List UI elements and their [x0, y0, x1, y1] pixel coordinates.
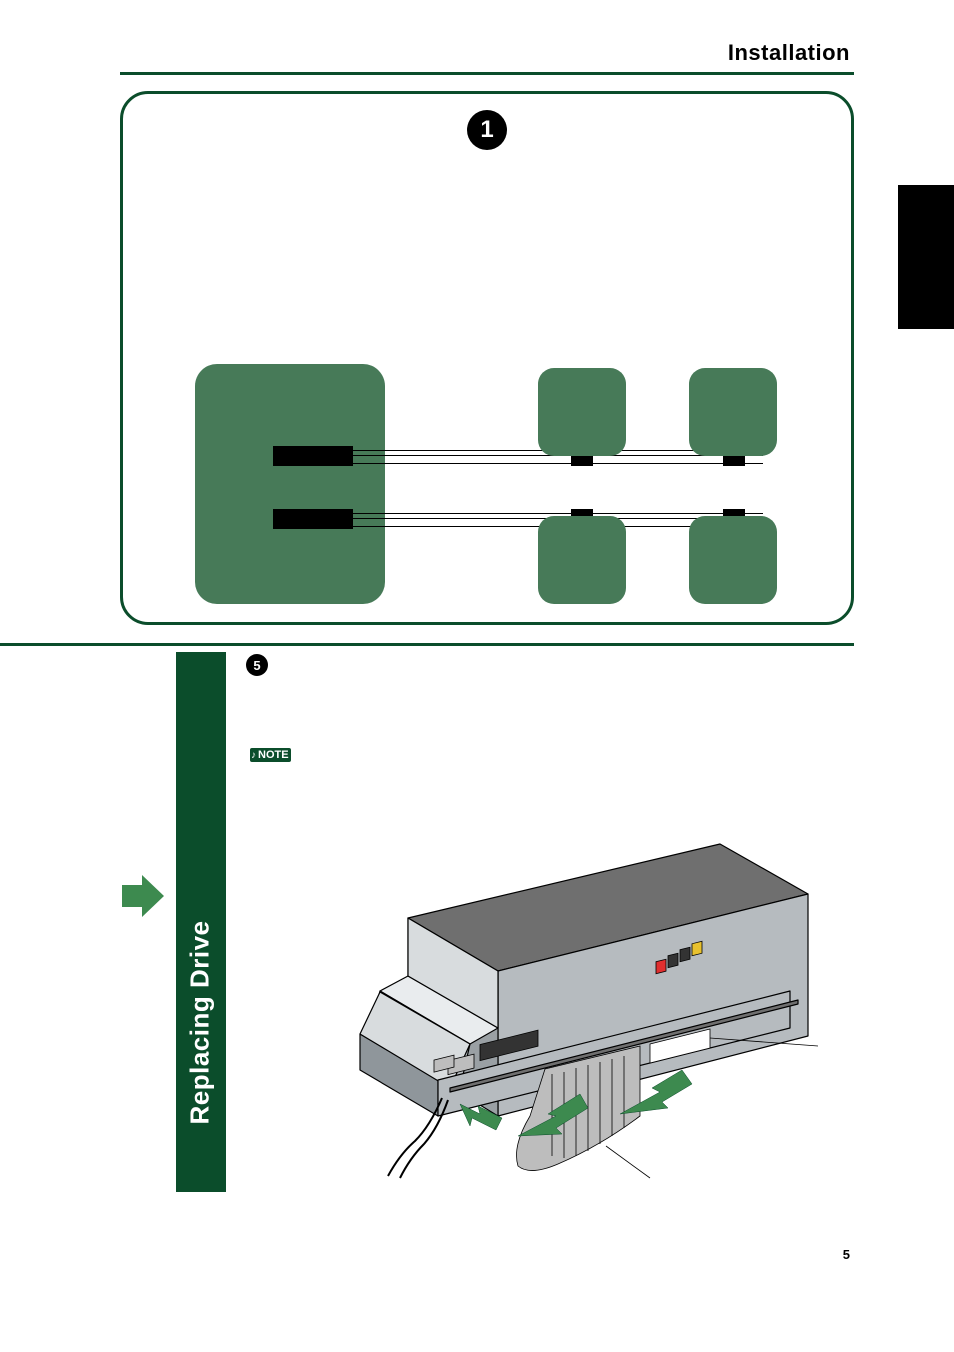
cable-connector-mb — [273, 509, 353, 529]
page-number: 5 — [843, 1247, 850, 1262]
note-badge: ♪ NOTE — [250, 748, 291, 762]
thumb-tab — [898, 185, 954, 329]
device-block — [689, 368, 777, 456]
device-block — [538, 368, 626, 456]
page-header: Installation — [120, 40, 854, 75]
section-sidebar: Replacing Drive — [176, 652, 226, 1192]
header-rule — [120, 72, 854, 75]
note-icon: ♪ — [251, 750, 256, 761]
page-title: Installation — [120, 40, 854, 72]
note-label: NOTE — [258, 749, 289, 761]
ide-cable-primary — [273, 444, 763, 468]
diagram-panel: 1 — [120, 91, 854, 625]
step-badge-1: 1 — [467, 110, 507, 150]
page: Installation 1 5 ♪ — [0, 0, 954, 1276]
step-badge-5: 5 — [246, 654, 268, 676]
flow-arrow-icon — [118, 871, 168, 926]
device-block — [689, 516, 777, 604]
drive-illustration — [330, 816, 820, 1186]
motherboard-block — [195, 364, 385, 604]
lower-section: 5 ♪ NOTE Replacing Drive — [0, 646, 954, 1276]
cable-connector-mb — [273, 446, 353, 466]
device-block — [538, 516, 626, 604]
sidebar-label: Replacing Drive — [185, 893, 216, 1153]
